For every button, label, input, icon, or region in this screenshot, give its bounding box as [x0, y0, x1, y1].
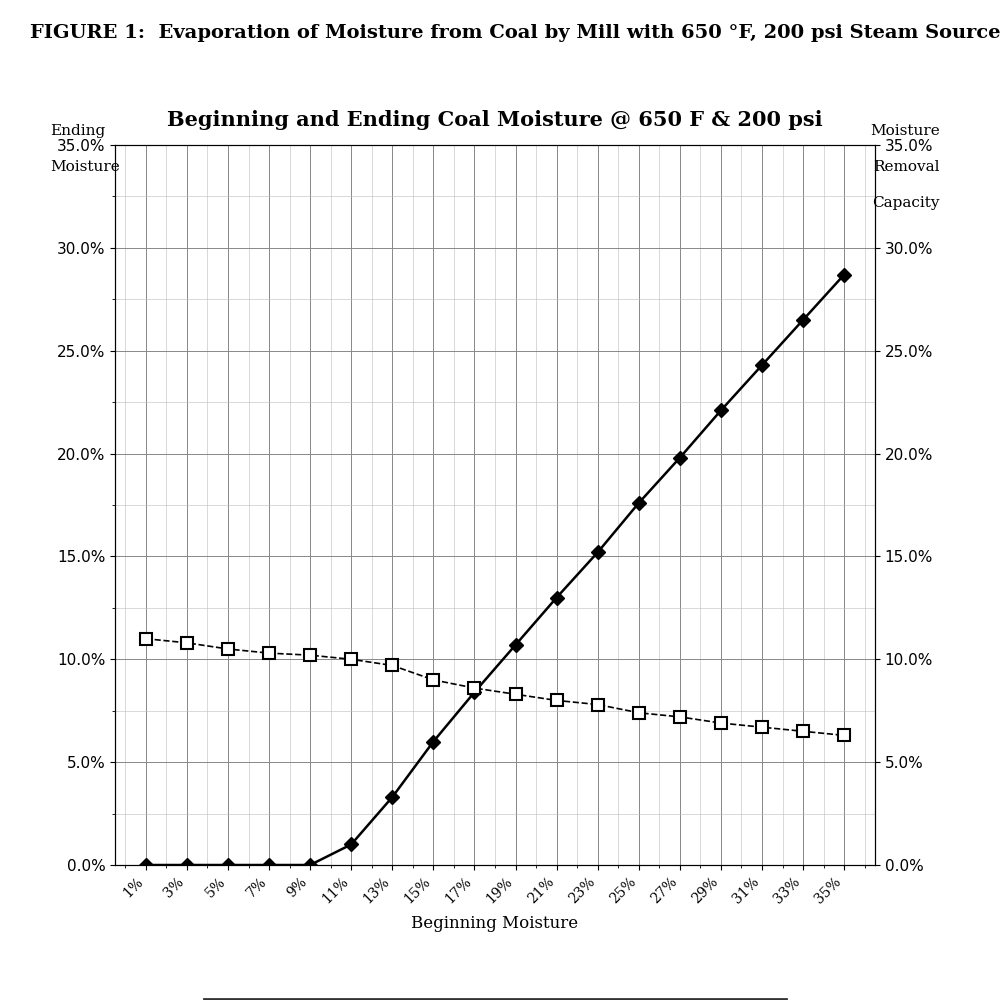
ending moisture [140, 859, 152, 871]
ending moisture [674, 452, 686, 464]
Text: Removal: Removal [873, 160, 940, 174]
Text: Moisture: Moisture [50, 160, 120, 174]
ending moisture [756, 359, 768, 371]
lbs Moisture steam can evap [756, 721, 768, 733]
lbs Moisture steam can evap [633, 707, 645, 719]
lbs Moisture steam can evap [510, 688, 522, 700]
ending moisture [263, 859, 275, 871]
lbs Moisture steam can evap [797, 725, 809, 737]
lbs Moisture steam can evap [263, 647, 275, 659]
lbs Moisture steam can evap [222, 643, 234, 655]
lbs Moisture steam can evap [304, 649, 316, 661]
ending moisture [551, 592, 563, 604]
Title: Beginning and Ending Coal Moisture @ 650 F & 200 psi: Beginning and Ending Coal Moisture @ 650… [167, 110, 823, 130]
Line: lbs Moisture steam can evap: lbs Moisture steam can evap [140, 633, 850, 741]
ending moisture [838, 269, 850, 281]
ending moisture [222, 859, 234, 871]
lbs Moisture steam can evap [715, 717, 727, 729]
X-axis label: Beginning Moisture: Beginning Moisture [411, 915, 579, 932]
Text: Moisture: Moisture [870, 124, 940, 138]
lbs Moisture steam can evap [468, 682, 480, 694]
ending moisture [427, 736, 439, 748]
ending moisture [468, 686, 480, 698]
Line: ending moisture: ending moisture [141, 270, 849, 870]
ending moisture [345, 838, 357, 850]
Text: FIGURE 1:  Evaporation of Moisture from Coal by Mill with 650 °F, 200 psi Steam : FIGURE 1: Evaporation of Moisture from C… [30, 24, 1000, 42]
ending moisture [304, 859, 316, 871]
lbs Moisture steam can evap [592, 699, 604, 711]
ending moisture [510, 639, 522, 651]
Text: Ending: Ending [50, 124, 106, 138]
ending moisture [181, 859, 193, 871]
lbs Moisture steam can evap [551, 694, 563, 706]
lbs Moisture steam can evap [674, 711, 686, 723]
Text: Capacity: Capacity [872, 196, 940, 210]
ending moisture [715, 404, 727, 416]
lbs Moisture steam can evap [140, 633, 152, 645]
lbs Moisture steam can evap [427, 674, 439, 686]
lbs Moisture steam can evap [838, 729, 850, 741]
lbs Moisture steam can evap [181, 637, 193, 649]
lbs Moisture steam can evap [345, 653, 357, 665]
lbs Moisture steam can evap [386, 659, 398, 671]
ending moisture [386, 791, 398, 803]
ending moisture [797, 314, 809, 326]
ending moisture [592, 546, 604, 558]
ending moisture [633, 497, 645, 509]
